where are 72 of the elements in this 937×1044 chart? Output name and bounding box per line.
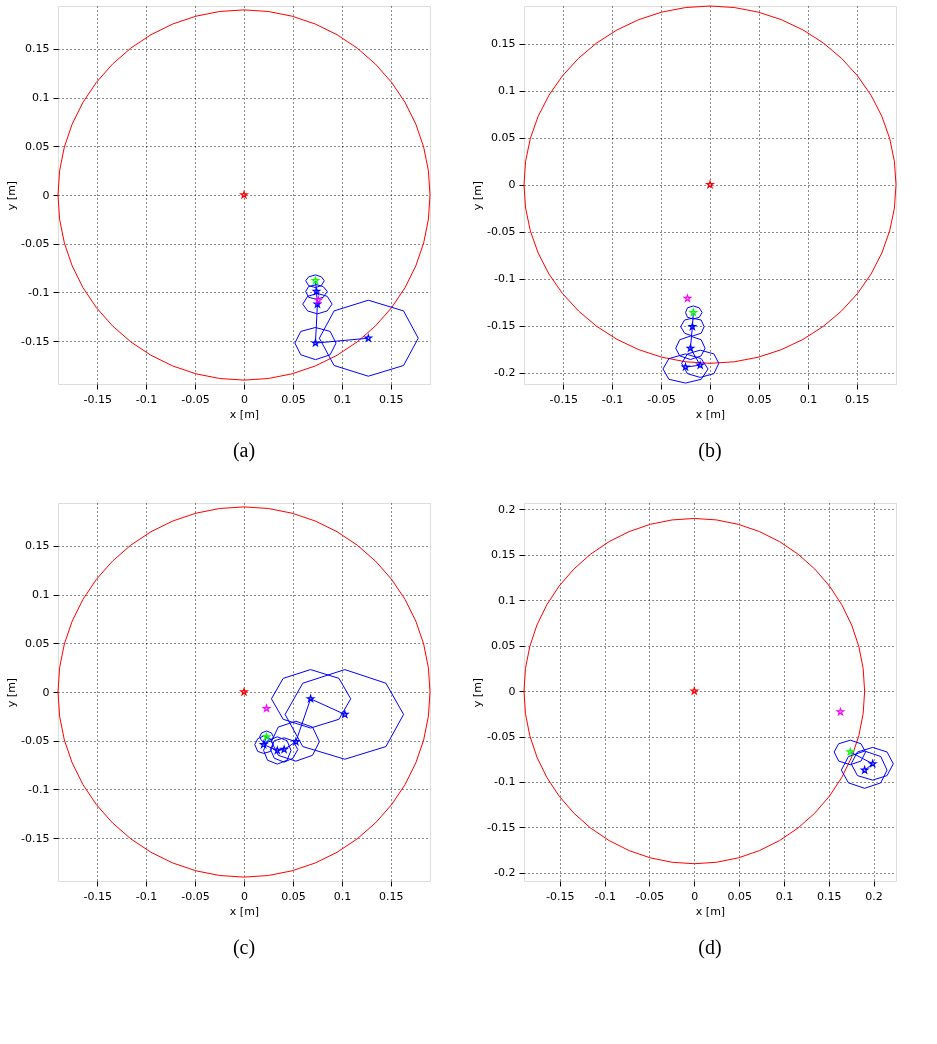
y-tick-label: 0 [42,685,50,699]
x-tick-label: -0.05 [181,889,210,903]
y-axis-title: y [m] [471,180,485,211]
y-tick-label: -0.2 [494,866,516,880]
x-tick-label: -0.1 [135,889,158,903]
y-axis-title: y [m] [471,677,485,708]
x-tick-label: 0.05 [747,392,772,406]
x-tick-label: 0 [691,889,699,903]
y-tick-label: -0.05 [487,730,516,744]
text: (c) [232,936,256,959]
x-tick-label: -0.1 [594,889,616,903]
x-tick-label: 0.05 [281,392,306,406]
y-tick-label: -0.05 [487,225,516,239]
x-tick-label: 0.05 [727,889,752,903]
x-tick-label: -0.15 [83,889,112,903]
x-tick-label: -0.1 [601,392,624,406]
x-tick-label: 0.15 [379,889,404,903]
y-tick-label: 0 [508,178,516,192]
y-tick-label: -0.1 [28,782,50,796]
x-tick-label: 0 [241,392,248,406]
x-tick-label: 0.15 [845,392,870,406]
y-tick-label: -0.1 [28,285,50,299]
x-tick-label: -0.05 [181,392,210,406]
x-axis-title: x [m] [695,407,726,421]
x-tick-label: -0.05 [647,392,676,406]
y-axis-title: y [m] [5,180,19,211]
x-axis-title: x [m] [695,904,726,918]
y-tick-label: 0.05 [25,636,50,650]
y-tick-label: -0.15 [487,820,516,834]
y-tick-label: 0 [508,684,516,698]
x-tick-label: -0.15 [549,392,578,406]
y-tick-label: -0.15 [21,831,50,845]
y-tick-label: 0.1 [32,588,50,602]
y-tick-label: -0.15 [487,319,516,333]
y-tick-label: 0 [42,188,50,202]
y-tick-label: 0.2 [498,502,516,516]
y-tick-label: -0.1 [494,272,516,286]
x-tick-label: -0.15 [83,392,112,406]
x-axis-title: x [m] [229,407,260,421]
y-tick-label: 0.05 [25,139,50,153]
x-tick-label: -0.1 [135,392,158,406]
y-tick-label: 0.05 [491,131,516,145]
x-tick-label: 0.2 [865,889,883,903]
text: (a) [232,439,256,462]
y-axis-title: y [m] [5,677,19,708]
y-tick-label: -0.1 [494,775,516,789]
y-tick-label: 0.1 [32,91,50,105]
y-tick-label: 0.15 [25,42,50,56]
x-axis-title: x [m] [229,904,260,918]
text: (b) [698,439,722,462]
y-tick-label: 0.1 [498,593,516,607]
x-tick-label: 0.15 [817,889,842,903]
y-tick-label: 0.05 [491,639,516,653]
x-tick-label: 0.15 [379,392,404,406]
x-tick-label: 0.1 [799,392,818,406]
x-tick-label: 0 [241,889,248,903]
x-tick-label: 0 [707,392,714,406]
y-tick-label: -0.15 [21,334,50,348]
y-tick-label: -0.05 [21,237,50,251]
x-tick-label: 0.1 [333,889,352,903]
x-tick-label: 0.1 [333,392,352,406]
x-tick-label: -0.15 [546,889,575,903]
y-tick-label: -0.05 [21,734,50,748]
x-tick-label: 0.1 [775,889,794,903]
x-tick-label: -0.05 [635,889,665,903]
y-tick-label: 0.15 [491,37,516,51]
text: (d) [698,936,722,959]
y-tick-label: 0.15 [491,548,516,562]
y-tick-label: 0.15 [25,539,50,553]
x-tick-label: 0.05 [281,889,306,903]
y-tick-label: -0.2 [494,366,516,380]
y-tick-label: 0.1 [498,84,516,98]
